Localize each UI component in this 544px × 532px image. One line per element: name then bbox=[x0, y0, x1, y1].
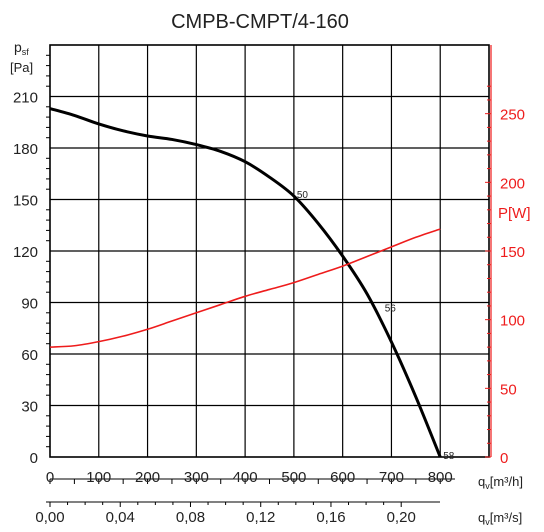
x-tick-label: 800 bbox=[428, 469, 453, 486]
x-axis-label-sub: v bbox=[485, 481, 490, 491]
efficiency-annotation: 58 bbox=[443, 451, 455, 462]
y-tick-label: 150 bbox=[13, 193, 38, 210]
tick-labels: 0 100 200 300 400 500 600 700 800030609012015018… bbox=[13, 90, 525, 527]
x2-axis-unit: [m³/s] bbox=[490, 510, 523, 525]
y-tick-label: 180 bbox=[13, 141, 38, 158]
y2-axis-label: P[W] bbox=[498, 205, 531, 222]
efficiency-annotation: 50 bbox=[297, 190, 309, 201]
y-tick-label: 0 bbox=[30, 450, 38, 467]
y-tick-label: 210 bbox=[13, 90, 38, 107]
y2-tick-label: 0 bbox=[500, 450, 508, 467]
x-axis-unit: [m³/h] bbox=[490, 474, 523, 489]
x2-tick-label: 0,12 bbox=[246, 509, 275, 526]
x-tick-label: 400 bbox=[233, 469, 258, 486]
y2-tick-label: 100 bbox=[500, 313, 525, 330]
x-tick-label: 200 bbox=[135, 469, 160, 486]
x-tick-label: 100 bbox=[86, 469, 111, 486]
y-axis-unit: [Pa] bbox=[10, 60, 33, 75]
y-tick-label: 90 bbox=[21, 296, 38, 313]
svg-text:psf: psf bbox=[14, 39, 29, 57]
x-tick-label: 300 bbox=[184, 469, 209, 486]
chart-title: CMPB-CMPT/4-160 bbox=[171, 11, 349, 33]
y-tick-label: 60 bbox=[21, 347, 38, 364]
x-tick-label: 500 bbox=[281, 469, 306, 486]
y-axis-label-sub: sf bbox=[22, 47, 30, 57]
x-tick-label: 600 bbox=[330, 469, 355, 486]
y2-tick-label: 200 bbox=[500, 175, 525, 192]
x2-tick-label: 0,08 bbox=[176, 509, 205, 526]
svg-text:qv[m³/s]: qv[m³/s] bbox=[478, 510, 522, 527]
svg-text:qv[m³/h]: qv[m³/h] bbox=[478, 474, 523, 491]
x2-tick-label: 0,00 bbox=[35, 509, 64, 526]
y-axis-label: psf [Pa] bbox=[10, 39, 33, 75]
x2-tick-label: 0,16 bbox=[316, 509, 345, 526]
grid bbox=[49, 44, 490, 458]
x2-tick-label: 0,04 bbox=[106, 509, 135, 526]
x-tick-label: 700 bbox=[379, 469, 404, 486]
series-layer bbox=[49, 107, 442, 458]
y2-tick-label: 250 bbox=[500, 107, 525, 124]
x-axis-label: qv[m³/h] bbox=[478, 474, 523, 491]
efficiency-annotation: 56 bbox=[385, 303, 397, 314]
y-tick-label: 120 bbox=[13, 244, 38, 261]
minor-ticks bbox=[46, 45, 492, 507]
pressure-curve bbox=[49, 107, 442, 458]
y2-tick-label: 150 bbox=[500, 244, 525, 261]
x2-axis-label-sub: v bbox=[485, 517, 490, 527]
y-tick-label: 30 bbox=[21, 399, 38, 416]
x-tick-label: 0 bbox=[46, 469, 54, 486]
y2-tick-label: 50 bbox=[500, 381, 517, 398]
power-curve bbox=[49, 228, 441, 348]
x2-tick-label: 0,20 bbox=[387, 509, 416, 526]
x2-axis-label: qv[m³/s] bbox=[478, 510, 522, 527]
